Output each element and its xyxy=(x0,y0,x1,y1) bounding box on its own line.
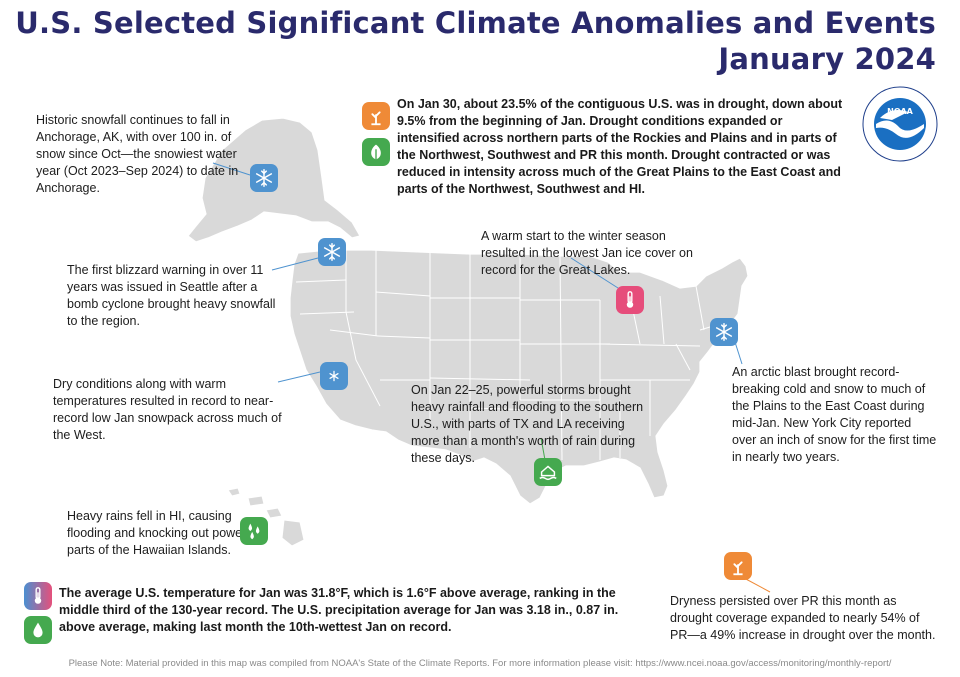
water-drop-icon xyxy=(24,616,52,644)
drought-plant-icon xyxy=(362,102,390,130)
thermometer-icon xyxy=(616,286,644,314)
noaa-logo-text: NOAA xyxy=(887,107,913,116)
flood-house-icon xyxy=(534,458,562,486)
raindrops-icon xyxy=(240,517,268,545)
hawaii-islands xyxy=(227,487,305,547)
arctic-blast-text: An arctic blast brought record-breaking … xyxy=(732,365,937,464)
snowflake-icon xyxy=(250,164,278,192)
national-summary-text: The average U.S. temperature for Jan was… xyxy=(59,586,619,634)
drought-plant-icon xyxy=(724,552,752,580)
seattle-blizzard-text: The first blizzard warning in over 11 ye… xyxy=(67,263,276,328)
small-snowflake-icon xyxy=(320,362,348,390)
noaa-logo: NOAA xyxy=(862,86,938,162)
great-lakes-text: A warm start to the winter season result… xyxy=(481,229,693,277)
anchorage-snow-text: Historic snowfall continues to fall in A… xyxy=(36,113,239,195)
hawaii-rain-text: Heavy rains fell in HI, causing flooding… xyxy=(67,509,261,557)
footer-note: Please Note: Material provided in this m… xyxy=(68,658,892,669)
southern-storms-text: On Jan 22–25, powerful storms brought he… xyxy=(411,383,644,465)
drought-summary-text: On Jan 30, about 23.5% of the contiguous… xyxy=(397,97,843,196)
page-title: U.S. Selected Significant Climate Anomal… xyxy=(15,6,936,40)
west-snowpack-text: Dry conditions along with warm temperatu… xyxy=(53,377,282,442)
snowflake-icon xyxy=(710,318,738,346)
thermometer-icon xyxy=(24,582,52,610)
puerto-rico-drought-text: Dryness persisted over PR this month as … xyxy=(670,594,936,642)
snowflake-icon xyxy=(318,238,346,266)
page-subtitle-date: January 2024 xyxy=(718,42,936,76)
drought-improvement-leaf-icon xyxy=(362,138,390,166)
